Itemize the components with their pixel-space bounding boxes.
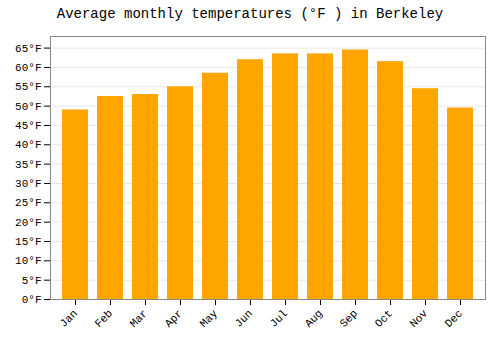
svg-text:Jun: Jun <box>233 307 255 329</box>
svg-text:65°F: 65°F <box>15 43 41 55</box>
svg-text:Feb: Feb <box>93 307 115 329</box>
svg-text:20°F: 20°F <box>15 217 41 229</box>
html-text:Average monthly temperatures (: Average monthly temperatures (°F ) in Be… <box>56 6 444 22</box>
svg-text:Apr: Apr <box>163 307 185 329</box>
svg-text:40°F: 40°F <box>15 139 41 151</box>
svg-text:Nov: Nov <box>408 307 431 330</box>
svg-text:May: May <box>198 307 221 330</box>
svg-text:50°F: 50°F <box>15 101 41 113</box>
svg-text:35°F: 35°F <box>15 159 41 171</box>
svg-text:5°F: 5°F <box>22 275 42 287</box>
svg-text:Jan: Jan <box>58 307 80 329</box>
svg-text:Jul: Jul <box>268 307 290 329</box>
svg-text:55°F: 55°F <box>15 81 41 93</box>
svg-text:45°F: 45°F <box>15 120 41 132</box>
svg-text:30°F: 30°F <box>15 178 41 190</box>
svg-text:60°F: 60°F <box>15 62 41 74</box>
svg-text:Dec: Dec <box>443 307 465 329</box>
svg-text:Mar: Mar <box>128 307 150 329</box>
svg-text:15°F: 15°F <box>15 236 41 248</box>
svg-text:Sep: Sep <box>338 307 360 329</box>
svg-text:0°F: 0°F <box>22 294 42 306</box>
svg-text:Oct: Oct <box>373 307 395 329</box>
svg-text:10°F: 10°F <box>15 255 41 267</box>
svg-text:25°F: 25°F <box>15 197 41 209</box>
svg-text:Aug: Aug <box>303 307 325 329</box>
